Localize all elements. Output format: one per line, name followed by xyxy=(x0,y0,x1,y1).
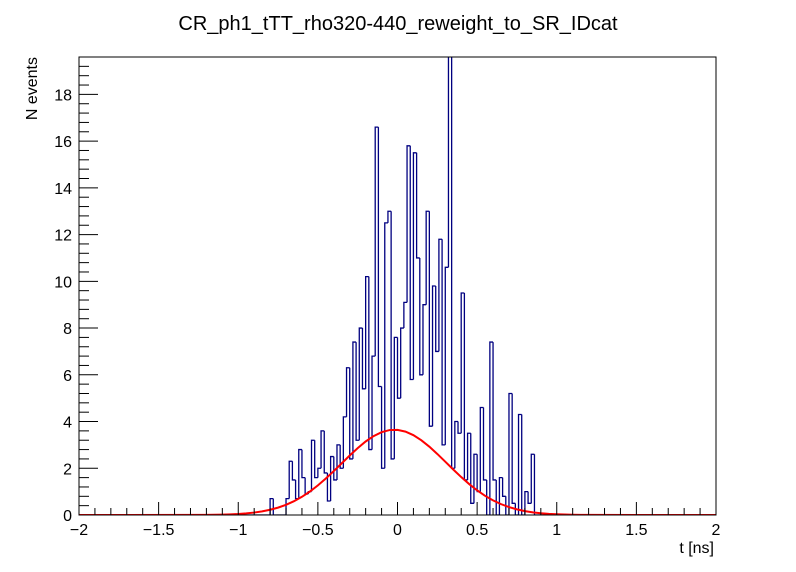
histogram-bin xyxy=(380,386,385,469)
histogram-bin xyxy=(393,336,398,459)
histogram-bin xyxy=(412,152,417,380)
histogram-bin xyxy=(301,449,306,479)
histogram-bin xyxy=(441,239,446,446)
histogram-bin xyxy=(323,430,328,474)
x-tick-label: 0.5 xyxy=(466,522,488,539)
histogram-bin xyxy=(508,392,513,515)
chart-title: CR_ph1_tTT_rho320-440_reweight_to_SR_IDc… xyxy=(178,13,618,35)
y-tick-label: 10 xyxy=(54,274,72,291)
histogram-bin xyxy=(444,266,449,445)
histogram-bin xyxy=(396,337,401,399)
x-tick-label: −0.5 xyxy=(302,522,334,539)
y-tick-label: 4 xyxy=(63,415,72,432)
histogram-bin xyxy=(425,210,430,305)
histogram-bin xyxy=(355,342,360,441)
histogram-bin xyxy=(447,57,450,268)
histogram-bin xyxy=(310,439,315,492)
histogram-bin xyxy=(415,152,420,259)
y-tick-label: 18 xyxy=(54,87,72,104)
y-tick-label: 0 xyxy=(63,508,72,525)
histogram-bin xyxy=(466,432,471,480)
histogram-bin xyxy=(333,456,337,481)
histogram-bin xyxy=(495,479,500,515)
histogram-bin xyxy=(431,285,436,427)
histogram-bin xyxy=(533,454,538,515)
x-tick-label: 1 xyxy=(552,522,561,539)
histogram-bin xyxy=(422,304,427,375)
histogram-bin xyxy=(390,211,395,460)
histogram-bin xyxy=(329,455,334,501)
x-tick-label: −1.5 xyxy=(143,522,175,539)
histogram-bin xyxy=(489,341,494,515)
histogram-bin xyxy=(349,367,353,460)
histogram-bin xyxy=(320,430,325,469)
y-tick-label: 12 xyxy=(54,228,72,245)
histogram-bin xyxy=(298,448,302,499)
histogram-bin xyxy=(457,421,462,434)
histogram-bin xyxy=(435,286,439,353)
histogram-bin xyxy=(409,145,414,381)
y-tick-label: 16 xyxy=(54,134,72,151)
histogram-bin xyxy=(517,413,522,515)
y-tick-label: 2 xyxy=(63,461,72,478)
histogram-bin xyxy=(460,292,465,434)
histogram-bin xyxy=(403,301,408,329)
histogram-bin xyxy=(288,460,293,499)
histogram-bin xyxy=(345,367,350,417)
histogram-bin xyxy=(501,477,506,497)
histogram-bin xyxy=(374,126,379,357)
y-tick-label: 8 xyxy=(63,321,72,338)
histogram-bin xyxy=(339,444,344,469)
histogram-bin xyxy=(361,328,366,390)
histogram-bin xyxy=(492,342,497,481)
histogram-bin xyxy=(470,433,474,504)
histogram-bin xyxy=(272,498,277,515)
x-tick-label: 1.5 xyxy=(625,522,647,539)
histogram-bin xyxy=(371,355,376,450)
histogram-bin xyxy=(291,461,296,481)
y-tick-label: 14 xyxy=(54,181,72,198)
x-tick-label: −2 xyxy=(70,522,88,539)
histogram-bin xyxy=(511,393,516,504)
histogram-bin xyxy=(358,327,363,441)
histogram-bin xyxy=(352,341,357,459)
histogram-bin xyxy=(514,503,519,515)
histogram-bin xyxy=(387,210,392,223)
x-tick-label: 2 xyxy=(712,522,721,539)
histogram-bin xyxy=(317,467,322,478)
histogram-bin xyxy=(419,257,423,376)
histogram-bin xyxy=(479,406,484,492)
y-axis-label: N events xyxy=(24,57,41,120)
x-tick-label: 0 xyxy=(393,522,402,539)
histogram-bin xyxy=(521,414,525,515)
histogram-bin xyxy=(326,472,331,502)
fit-curve xyxy=(79,428,716,515)
histogram-bin xyxy=(530,453,535,504)
histogram-bin xyxy=(454,420,459,469)
histogram-bin xyxy=(400,327,404,399)
histogram-bin xyxy=(365,276,369,389)
histogram-bin xyxy=(505,496,509,515)
histogram-bin xyxy=(450,57,455,469)
x-tick-label: −1 xyxy=(229,522,247,539)
histogram-bin xyxy=(377,127,382,388)
histogram-bin xyxy=(438,238,443,352)
histogram-bin xyxy=(527,491,532,504)
x-axis-label: t [ns] xyxy=(679,540,714,557)
frame xyxy=(78,56,717,516)
histogram-bin xyxy=(314,440,318,479)
y-tick-label: 6 xyxy=(63,368,72,385)
histogram-bin xyxy=(428,211,433,427)
histogram-bin xyxy=(342,416,347,469)
histogram-bin xyxy=(406,145,411,303)
histogram-bin xyxy=(368,276,373,451)
histogram-bin xyxy=(384,222,388,469)
histogram-bin xyxy=(482,407,487,481)
histogram-bin xyxy=(524,490,529,515)
histogram-bin xyxy=(486,479,490,515)
plot-area xyxy=(79,57,716,515)
